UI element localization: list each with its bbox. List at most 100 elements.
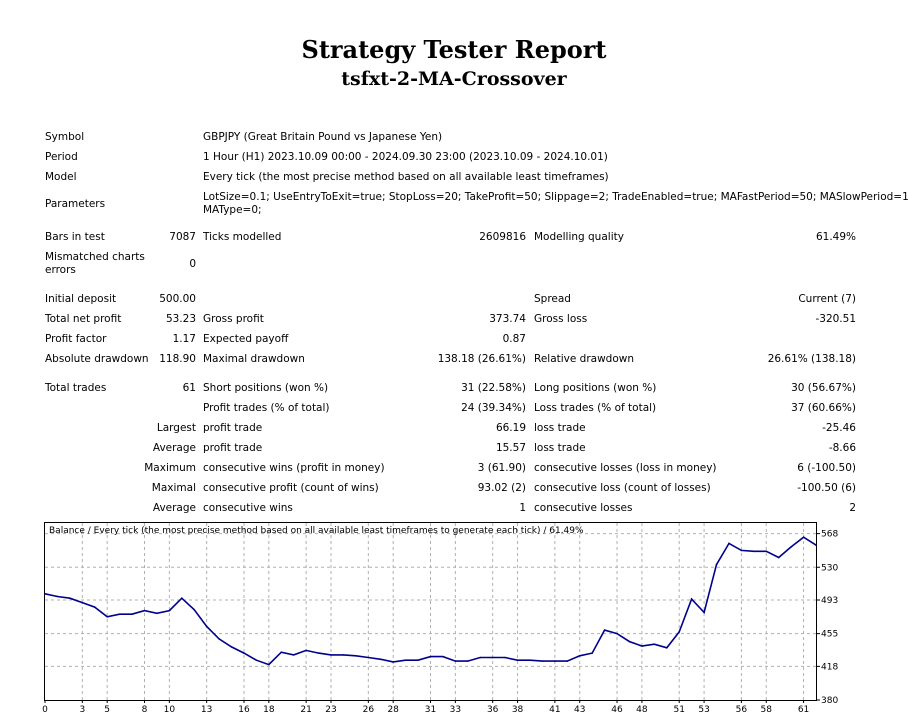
balance-point [491,656,494,659]
model-value: Every tick (the most precise method base… [203,171,609,183]
y-tick-label: 380 [821,696,838,706]
balance-point [205,625,208,628]
maximal-label: Maximal [151,482,196,494]
largest-loss-value: -25.46 [822,422,856,434]
x-tick-label: 13 [201,705,212,715]
x-tick-label: 31 [425,705,436,715]
balance-point [616,632,618,635]
chart-title: Balance / Every tick (the most precise m… [49,526,584,536]
average-profit-label: profit trade [203,442,263,454]
x-tick-label: 58 [761,705,773,715]
x-tick-label: 16 [238,705,250,715]
expected-payoff-value: 0.87 [502,333,526,345]
x-tick-label: 3 [79,705,85,715]
symbol-label: Symbol [45,131,85,143]
average-loss-value: -8.66 [828,442,856,454]
relative-drawdown-label: Relative drawdown [534,353,635,365]
balance-point [305,649,307,652]
x-tick-label: 43 [574,705,585,715]
quality-label: Modelling quality [534,231,624,243]
balance-point [367,656,370,659]
balance-point [243,652,245,654]
y-tick-label: 568 [821,530,838,540]
max-consecutive-losses-label: consecutive losses (loss in money) [534,462,717,474]
balance-point [703,611,705,614]
deposit-value: 500.00 [159,293,196,305]
balance-point [665,646,668,649]
y-tick-label: 455 [821,630,838,640]
x-tick-label: 18 [263,705,275,715]
balance-point [156,612,158,615]
maximal-drawdown-label: Maximal drawdown [203,353,305,365]
largest-profit-value: 66.19 [495,422,526,434]
loss-trades-value: 37 (60.66%) [791,402,856,414]
x-tick-label: 61 [798,705,809,715]
short-positions-value: 31 (22.58%) [461,382,526,394]
balance-point [815,544,817,546]
profit-trades-value: 24 (39.34%) [461,402,526,414]
balance-point [131,613,133,615]
report-subtitle: tsfxt-2-MA-Crossover [341,68,567,90]
x-tick-label: 5 [104,705,110,715]
balance-point [541,660,544,662]
x-tick-label: 56 [736,705,748,715]
x-tick-label: 0 [42,705,48,715]
balance-point [628,640,631,643]
balance-point [292,654,295,656]
maximal-drawdown-value: 138.18 (26.61%) [437,353,526,365]
balance-point [268,663,270,666]
x-tick-label: 48 [636,705,648,715]
balance-point [118,613,121,615]
balance-point [566,660,569,662]
absolute-drawdown-value: 118.90 [159,353,196,365]
net-profit-label: Total net profit [45,313,122,325]
balance-point [516,659,519,661]
average-loss-label: loss trade [534,442,586,454]
avg-consecutive-wins-value: 1 [519,502,526,514]
average-consecutive-label: Average [152,502,196,514]
x-tick-label: 46 [611,705,623,715]
gross-profit-label: Gross profit [203,313,264,325]
parameters-value-line1: LotSize=0.1; UseEntryToExit=true; StopLo… [203,191,908,203]
balance-point [790,546,792,548]
maximal-consecutive-profit-label: consecutive profit (count of wins) [203,482,379,494]
largest-loss-label: loss trade [534,422,586,434]
gross-loss-label: Gross loss [534,313,588,325]
net-profit-value: 53.23 [165,313,196,325]
x-tick-label: 36 [487,705,499,715]
y-tick-label: 418 [821,662,838,672]
loss-trades-label: Loss trades (% of total) [534,402,657,414]
balance-point [529,659,531,661]
balance-point [442,655,444,658]
balance-point [180,597,183,600]
maximum-label: Maximum [144,462,196,474]
x-tick-label: 53 [698,705,709,715]
mismatch-label-1: Mismatched charts [45,251,145,263]
maximal-consecutive-loss-value: -100.50 (6) [797,482,856,494]
largest-label: Largest [156,422,196,434]
balance-point [715,563,718,566]
bars-value: 7087 [169,231,196,243]
bars-label: Bars in test [45,231,105,243]
long-positions-value: 30 (56.67%) [791,382,856,394]
chart-plot-area [44,522,817,701]
avg-consecutive-losses-label: consecutive losses [534,502,633,514]
x-tick-label: 21 [300,705,311,715]
balance-point [417,659,419,661]
balance-point [653,643,656,646]
balance-point [317,652,320,654]
ticks-label: Ticks modelled [203,231,282,243]
balance-point [168,609,171,612]
balance-point [578,654,581,657]
balance-point [690,598,693,600]
balance-point [479,656,482,659]
total-trades-label: Total trades [45,382,107,394]
balance-point [69,597,71,600]
max-consecutive-wins-value: 3 (61.90) [477,462,526,474]
balance-point [429,655,432,658]
balance-point [753,550,755,553]
parameters-value-line2: MAType=0; [203,204,262,216]
model-label: Model [45,171,77,183]
average-profit-value: 15.57 [495,442,526,454]
total-trades-value: 61 [182,382,196,394]
